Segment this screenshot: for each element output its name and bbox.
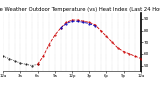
Title: Milwaukee Weather Outdoor Temperature (vs) Heat Index (Last 24 Hours): Milwaukee Weather Outdoor Temperature (v… — [0, 7, 160, 12]
